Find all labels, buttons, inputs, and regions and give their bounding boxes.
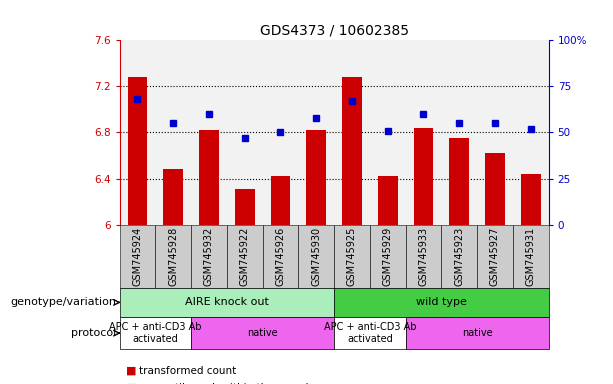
Text: GSM745930: GSM745930: [311, 227, 321, 286]
Bar: [370, 40, 406, 225]
Text: native: native: [247, 328, 278, 338]
Bar: [270, 176, 291, 225]
Text: transformed count: transformed count: [139, 366, 237, 376]
Bar: [299, 40, 334, 225]
Bar: [235, 189, 254, 225]
Text: wild type: wild type: [416, 297, 466, 308]
Text: protocol: protocol: [71, 328, 116, 338]
Text: ■: ■: [126, 366, 136, 376]
Bar: [227, 40, 262, 225]
Text: APC + anti-CD3 Ab
activated: APC + anti-CD3 Ab activated: [109, 322, 202, 344]
Text: GSM745932: GSM745932: [204, 227, 214, 286]
Text: native: native: [462, 328, 492, 338]
Bar: [199, 130, 219, 225]
Bar: [334, 40, 370, 225]
Bar: [449, 138, 469, 225]
Bar: [306, 130, 326, 225]
Text: GSM745924: GSM745924: [132, 227, 142, 286]
Text: GSM745922: GSM745922: [240, 227, 249, 286]
Bar: [378, 176, 398, 225]
Bar: [414, 128, 433, 225]
Text: GSM745933: GSM745933: [419, 227, 428, 286]
Bar: [155, 40, 191, 225]
Bar: [477, 40, 513, 225]
Bar: [163, 169, 183, 225]
Text: GSM745931: GSM745931: [526, 227, 536, 286]
Text: GSM745928: GSM745928: [168, 227, 178, 286]
Text: genotype/variation: genotype/variation: [10, 297, 116, 308]
Bar: [191, 40, 227, 225]
Text: GSM745926: GSM745926: [275, 227, 286, 286]
Text: AIRE knock out: AIRE knock out: [185, 297, 268, 308]
Text: GSM745929: GSM745929: [383, 227, 393, 286]
Bar: [485, 153, 505, 225]
Bar: [441, 40, 477, 225]
Text: GSM745925: GSM745925: [347, 227, 357, 286]
Bar: [342, 77, 362, 225]
Title: GDS4373 / 10602385: GDS4373 / 10602385: [259, 24, 409, 38]
Bar: [521, 174, 541, 225]
Bar: [513, 40, 549, 225]
Bar: [406, 40, 441, 225]
Bar: [128, 77, 147, 225]
Text: percentile rank within the sample: percentile rank within the sample: [139, 383, 315, 384]
Bar: [262, 40, 299, 225]
Text: APC + anti-CD3 Ab
activated: APC + anti-CD3 Ab activated: [324, 322, 416, 344]
Bar: [120, 40, 155, 225]
Text: GSM745923: GSM745923: [454, 227, 464, 286]
Text: ■: ■: [126, 383, 136, 384]
Text: GSM745927: GSM745927: [490, 227, 500, 286]
